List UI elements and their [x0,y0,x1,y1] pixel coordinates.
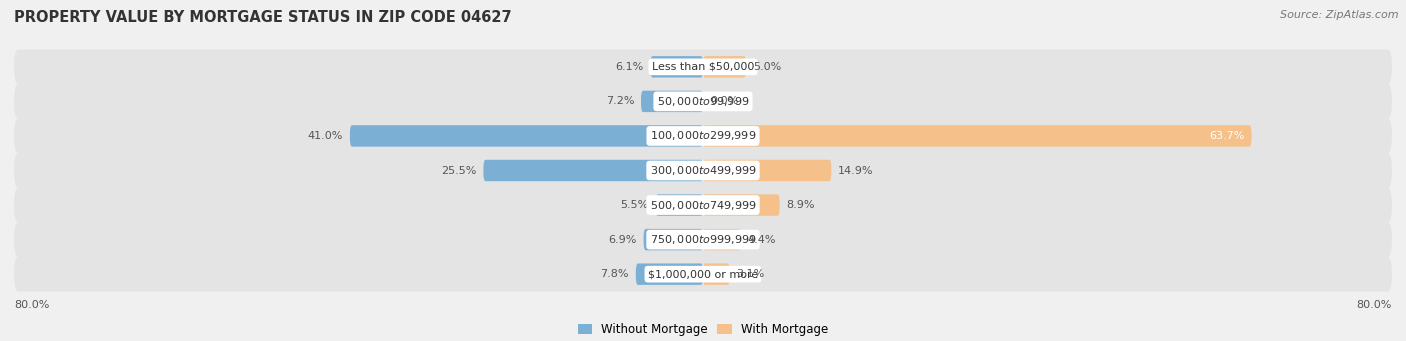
FancyBboxPatch shape [14,49,1392,84]
FancyBboxPatch shape [350,125,703,147]
Text: $750,000 to $999,999: $750,000 to $999,999 [650,233,756,246]
FancyBboxPatch shape [703,160,831,181]
FancyBboxPatch shape [14,188,1392,222]
Text: 25.5%: 25.5% [441,165,477,176]
FancyBboxPatch shape [644,229,703,250]
FancyBboxPatch shape [703,264,730,285]
Text: 3.1%: 3.1% [737,269,765,279]
Text: $100,000 to $299,999: $100,000 to $299,999 [650,130,756,143]
FancyBboxPatch shape [655,194,703,216]
FancyBboxPatch shape [703,56,747,77]
Text: Source: ZipAtlas.com: Source: ZipAtlas.com [1281,10,1399,20]
Text: $50,000 to $99,999: $50,000 to $99,999 [657,95,749,108]
FancyBboxPatch shape [703,125,1251,147]
Legend: Without Mortgage, With Mortgage: Without Mortgage, With Mortgage [574,318,832,341]
Text: 6.9%: 6.9% [609,235,637,244]
Text: PROPERTY VALUE BY MORTGAGE STATUS IN ZIP CODE 04627: PROPERTY VALUE BY MORTGAGE STATUS IN ZIP… [14,10,512,25]
Text: $500,000 to $749,999: $500,000 to $749,999 [650,198,756,211]
FancyBboxPatch shape [14,257,1392,292]
Text: 7.2%: 7.2% [606,97,634,106]
FancyBboxPatch shape [636,264,703,285]
Text: 4.4%: 4.4% [748,235,776,244]
Text: 63.7%: 63.7% [1209,131,1244,141]
Text: 8.9%: 8.9% [786,200,815,210]
FancyBboxPatch shape [703,229,741,250]
Text: 5.5%: 5.5% [620,200,648,210]
FancyBboxPatch shape [651,56,703,77]
Text: 5.0%: 5.0% [754,62,782,72]
FancyBboxPatch shape [641,91,703,112]
Text: 41.0%: 41.0% [308,131,343,141]
Text: 7.8%: 7.8% [600,269,628,279]
FancyBboxPatch shape [14,153,1392,188]
Text: 6.1%: 6.1% [616,62,644,72]
Text: $300,000 to $499,999: $300,000 to $499,999 [650,164,756,177]
FancyBboxPatch shape [703,194,780,216]
FancyBboxPatch shape [484,160,703,181]
Text: Less than $50,000: Less than $50,000 [652,62,754,72]
Text: $1,000,000 or more: $1,000,000 or more [648,269,758,279]
Text: 0.0%: 0.0% [710,97,738,106]
FancyBboxPatch shape [14,84,1392,119]
Text: 80.0%: 80.0% [14,300,49,310]
FancyBboxPatch shape [14,119,1392,153]
FancyBboxPatch shape [14,222,1392,257]
Text: 80.0%: 80.0% [1357,300,1392,310]
Text: 14.9%: 14.9% [838,165,873,176]
